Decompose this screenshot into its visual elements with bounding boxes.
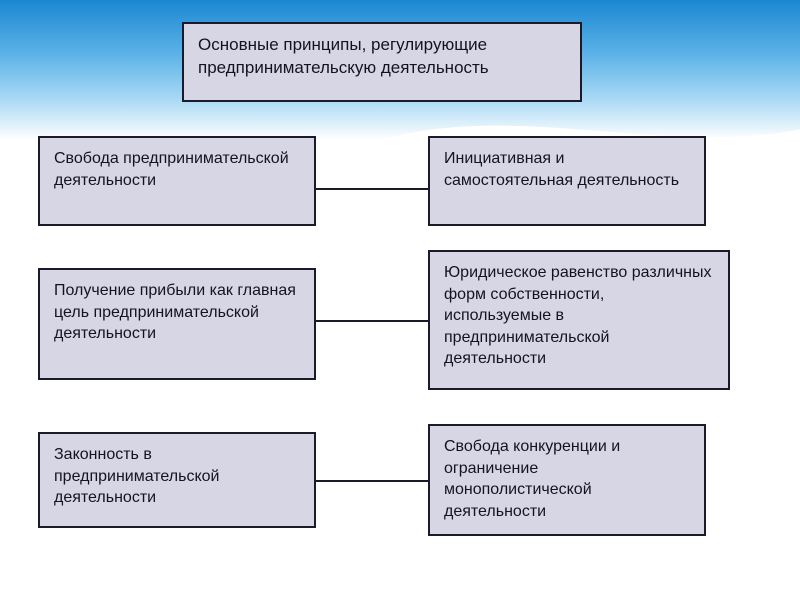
box-legality: Законность в предпринимательской деятель…: [38, 432, 316, 528]
connector-row-2: [316, 320, 428, 322]
connector-row-3: [316, 480, 428, 482]
box-initiative-independent: Инициативная и самостоятельная деятельно…: [428, 136, 706, 226]
connector-row-1: [316, 188, 428, 190]
box-legal-equality: Юридическое равенство различных форм соб…: [428, 250, 730, 390]
box-profit-goal: Получение прибыли как главная цель предп…: [38, 268, 316, 380]
title-box: Основные принципы, регулирующие предприн…: [182, 22, 582, 102]
box-freedom-enterprise: Свобода предпринимательской деятельности: [38, 136, 316, 226]
box-text: Законность в предпринимательской деятель…: [54, 444, 300, 509]
box-text: Свобода конкуренции и ограничение монопо…: [444, 436, 690, 522]
box-text: Юридическое равенство различных форм соб…: [444, 262, 714, 370]
title-text: Основные принципы, регулирующие предприн…: [198, 34, 566, 80]
box-text: Получение прибыли как главная цель предп…: [54, 280, 300, 345]
box-competition-freedom: Свобода конкуренции и ограничение монопо…: [428, 424, 706, 536]
box-text: Инициативная и самостоятельная деятельно…: [444, 148, 690, 191]
box-text: Свобода предпринимательской деятельности: [54, 148, 300, 191]
